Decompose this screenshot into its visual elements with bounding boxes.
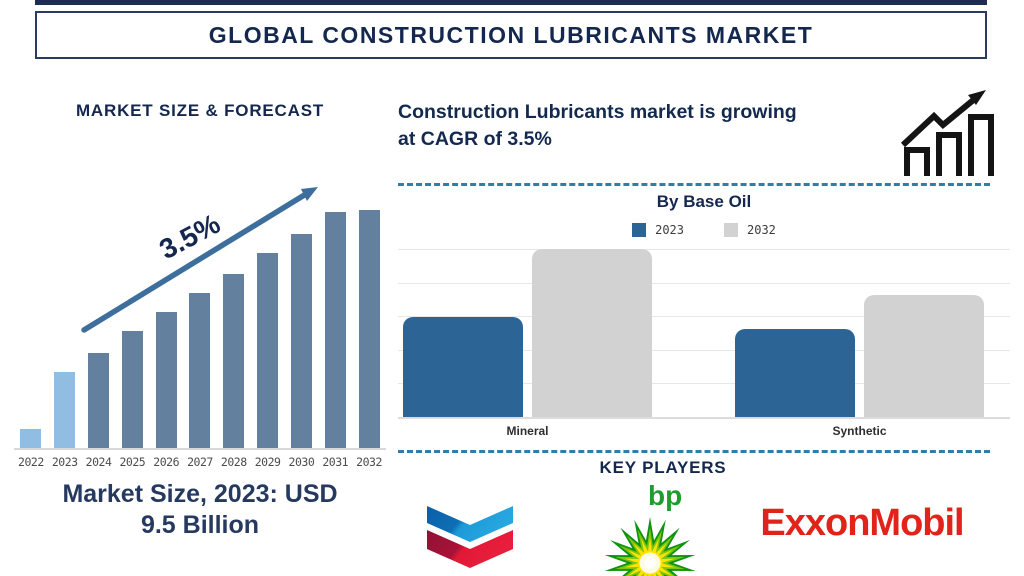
forecast-axis-label-2025: 2025 xyxy=(119,455,146,469)
base-oil-chart xyxy=(398,249,1010,419)
bp-logo: bp xyxy=(596,484,708,576)
forecast-chart-axis-labels: 2022 2023 2024 2025 2026 2027 2028 2029 2030 2031… xyxy=(14,455,386,469)
bar-mineral-2032 xyxy=(532,249,652,417)
forecast-bar-column-2028 xyxy=(217,210,251,448)
forecast-bar-2032 xyxy=(358,210,380,448)
market-size-caption: Market Size, 2023: USD 9.5 Billion xyxy=(15,479,385,542)
rising-bar-chart-icon xyxy=(900,90,994,176)
bar-group-mineral xyxy=(403,249,652,417)
category-label-synthetic: Synthetic xyxy=(832,424,887,438)
forecast-axis-label-2022: 2022 xyxy=(18,455,44,469)
forecast-axis-label-2031: 2031 xyxy=(322,455,349,469)
dashed-divider-top xyxy=(398,183,990,186)
bar-synthetic-2023 xyxy=(735,328,855,417)
bar-mineral-2023 xyxy=(403,317,523,417)
chevron-logo xyxy=(427,506,513,568)
growth-headline: Construction Lubricants market is growin… xyxy=(398,99,903,154)
category-label-mineral: Mineral xyxy=(506,424,549,438)
forecast-bar-2024 xyxy=(88,352,110,448)
legend-item-2023: 2023 xyxy=(632,223,684,237)
bar-group-synthetic xyxy=(735,249,984,417)
key-players-heading: KEY PLAYERS xyxy=(599,458,727,477)
bp-helios-icon xyxy=(604,516,696,576)
baseline xyxy=(398,417,1010,419)
forecast-bar-2022 xyxy=(20,428,42,448)
forecast-bar-column-2025 xyxy=(115,210,149,448)
exxonmobil-logo: ExxonMobil xyxy=(760,502,964,544)
forecast-section-heading: MARKET SIZE & FORECAST xyxy=(75,101,325,120)
gridline xyxy=(398,249,1010,250)
forecast-bar-2025 xyxy=(121,331,143,448)
forecast-axis-label-2023: 2023 xyxy=(51,455,78,469)
forecast-bar-2023 xyxy=(54,371,76,448)
bp-logo-text: bp xyxy=(648,484,683,511)
legend-swatch-2023 xyxy=(632,223,647,237)
base-oil-bar-groups xyxy=(398,249,1010,417)
growth-headline-line1: Construction Lubricants market is growin… xyxy=(398,101,797,123)
forecast-bar-2027 xyxy=(189,293,211,448)
market-size-caption-line2: 9.5 Billion xyxy=(140,511,260,540)
legend-label-2023: 2023 xyxy=(655,223,684,237)
legend-item-2032: 2032 xyxy=(724,223,776,237)
gridline xyxy=(398,316,1010,318)
base-oil-category-labels: Mineral Synthetic xyxy=(398,424,1010,438)
forecast-axis-label-2029: 2029 xyxy=(254,455,281,469)
gridline xyxy=(398,349,1010,351)
bar-synthetic-2032 xyxy=(864,295,984,417)
forecast-axis-label-2028: 2028 xyxy=(220,455,247,469)
top-accent-strip xyxy=(35,0,987,5)
forecast-bar-2028 xyxy=(223,274,245,448)
forecast-bar-column-2030 xyxy=(285,210,319,448)
forecast-bar-2030 xyxy=(290,233,312,448)
forecast-bar-2026 xyxy=(155,312,177,448)
forecast-axis-label-2024: 2024 xyxy=(85,455,112,469)
forecast-bar-column-2031 xyxy=(318,210,352,448)
legend-label-2032: 2032 xyxy=(747,223,776,237)
gridline xyxy=(398,282,1010,284)
base-oil-chart-title: By Base Oil xyxy=(656,192,752,211)
market-size-caption-line1: Market Size, 2023: USD xyxy=(62,480,338,508)
forecast-bar-column-2029 xyxy=(251,210,285,448)
forecast-bar-column-2023 xyxy=(48,210,82,448)
legend-swatch-2032 xyxy=(724,223,738,237)
forecast-bar-column-2026 xyxy=(149,210,183,448)
forecast-bar-column-2032 xyxy=(352,210,386,448)
forecast-axis-label-2026: 2026 xyxy=(153,455,179,469)
forecast-axis-label-2032: 2032 xyxy=(356,455,382,469)
forecast-bar-column-2024 xyxy=(82,210,116,448)
title-banner: GLOBAL CONSTRUCTION LUBRICANTS MARKET xyxy=(35,11,987,59)
forecast-axis-label-2027: 2027 xyxy=(187,455,213,469)
forecast-bar-column-2022 xyxy=(14,210,48,448)
growth-headline-line2: at CAGR of 3.5% xyxy=(398,128,552,151)
page-title: GLOBAL CONSTRUCTION LUBRICANTS MARKET xyxy=(208,21,814,48)
forecast-bar-2031 xyxy=(324,212,346,448)
forecast-bar-2029 xyxy=(257,252,279,448)
dashed-divider-bottom xyxy=(398,450,990,453)
base-oil-legend: 2023 2032 xyxy=(398,223,1010,237)
forecast-axis-label-2030: 2030 xyxy=(288,455,315,469)
gridline xyxy=(398,383,1010,385)
